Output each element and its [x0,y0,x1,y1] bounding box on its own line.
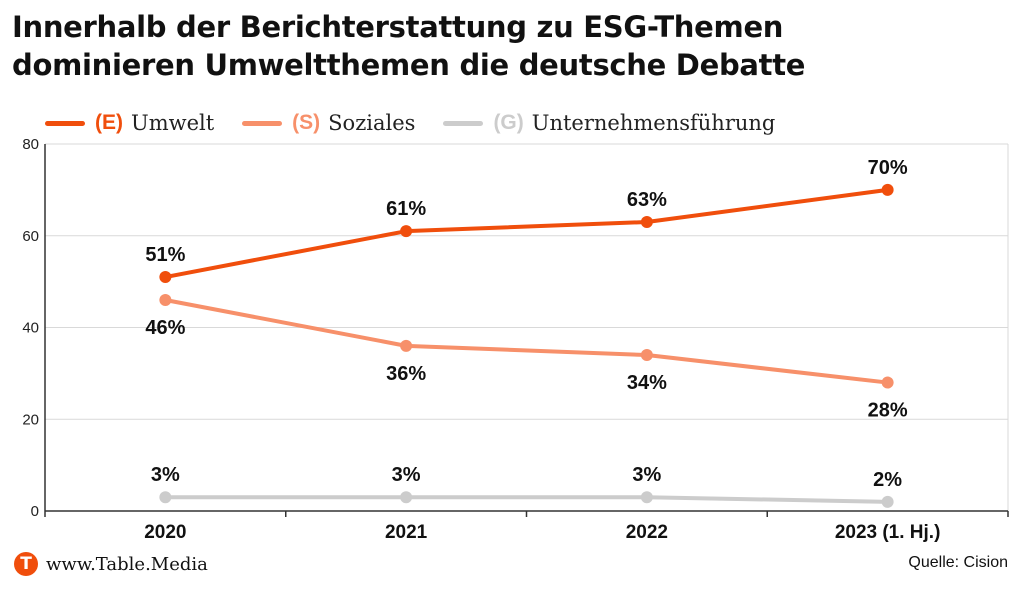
data-label-environment-3: 70% [868,157,908,179]
data-point-environment-1 [400,225,413,238]
footer-brand: T www.Table.Media [14,552,208,576]
legend-label-environment: Umwelt [131,111,215,135]
legend-swatch-social [242,120,283,126]
data-point-environment-3 [881,183,894,196]
x-tick-label-0: 2020 [144,522,186,543]
data-point-environment-2 [640,215,653,228]
data-point-social-3 [881,376,894,389]
data-label-environment-2: 63% [627,189,667,211]
data-point-social-1 [400,339,413,352]
legend-code-social: (S) [292,111,321,134]
data-label-environment-0: 51% [145,244,185,266]
data-point-governance-1 [400,491,413,504]
legend-label-social: Soziales [328,111,416,135]
series-line-environment [163,187,890,280]
series-line-social [163,297,890,385]
table-media-logo-icon: T [14,552,38,576]
chart-title-line-1: Innerhalb der Berichterstattung zu ESG-T… [12,10,784,44]
data-label-social-2: 34% [627,372,667,394]
data-point-social-0 [159,293,172,306]
data-point-governance-2 [640,491,653,504]
legend-item-social: (S) Soziales [242,111,415,135]
legend-label-governance: Unternehmensführung [531,111,776,135]
y-tick-label-40: 40 [22,320,39,337]
x-tick-label-1: 2021 [385,522,428,543]
chart-title-line-2: dominieren Umweltthemen die deutsche Deb… [12,48,806,82]
data-label-governance-3: 2% [873,469,902,491]
data-label-social-0: 46% [145,317,185,339]
footer-site: www.Table.Media [46,553,208,575]
data-label-governance-2: 3% [632,464,661,486]
x-tick-label-3: 2023 (1. Hj.) [835,522,941,543]
legend-item-environment: (E) Umwelt [45,111,214,135]
data-point-environment-0 [159,271,172,284]
data-label-social-1: 36% [386,363,426,385]
legend: (E) Umwelt (S) Soziales (G) Unternehmens… [45,106,803,140]
data-point-governance-3 [881,495,894,508]
data-label-environment-1: 61% [386,198,426,220]
y-tick-label-0: 0 [31,503,39,520]
data-point-social-2 [640,349,653,362]
x-tick-label-2: 2022 [626,522,668,543]
data-point-governance-0 [159,491,172,504]
data-label-social-3: 28% [868,400,908,422]
y-tick-label-20: 20 [22,411,39,428]
y-tick-label-80: 80 [22,136,39,153]
series-line-governance [163,495,890,504]
legend-swatch-governance [443,120,484,126]
chart-title: Innerhalb der Berichterstattung zu ESG-T… [12,8,1012,84]
legend-item-governance: (G) Unternehmensführung [443,111,775,135]
y-tick-label-60: 60 [22,228,39,245]
footer-source: Quelle: Cision [908,554,1008,571]
legend-code-governance: (G) [493,111,524,134]
legend-swatch-environment [45,120,85,126]
legend-code-environment: (E) [95,111,123,134]
data-label-governance-0: 3% [151,464,180,486]
data-label-governance-1: 3% [392,464,421,486]
